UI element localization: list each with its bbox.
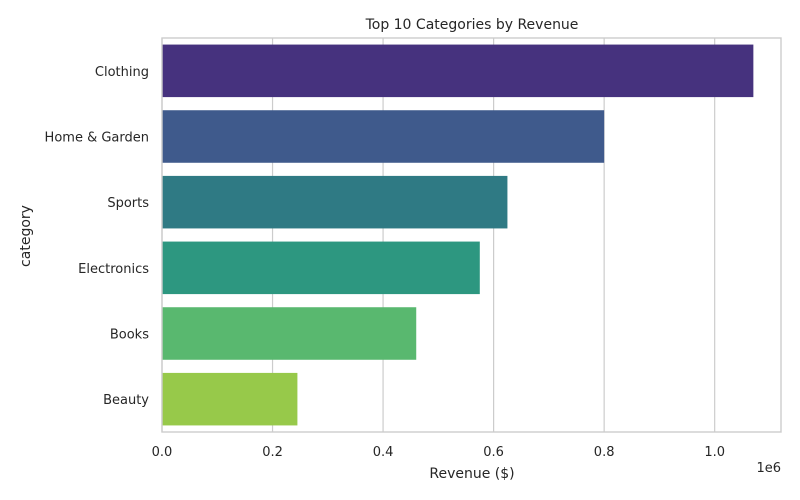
x-tick-label: 1.0 [704, 445, 725, 460]
x-tick-label: 0.0 [152, 445, 173, 460]
bar-electronics [162, 241, 480, 295]
bar-beauty [162, 372, 298, 426]
x-tick-label: 0.4 [373, 445, 394, 460]
bar-clothing [162, 44, 754, 98]
x-tick-label: 0.6 [483, 445, 504, 460]
y-tick-label: Beauty [103, 393, 149, 408]
y-tick-label: Electronics [78, 262, 149, 277]
y-axis-label: category [18, 205, 34, 267]
y-tick-labels: Clothing Home & Garden Sports Electronics Bo… [45, 65, 150, 408]
x-tick-label: 0.2 [262, 445, 283, 460]
x-tick-label: 0.8 [594, 445, 615, 460]
chart-title: Top 10 Categories by Revenue [365, 17, 579, 33]
y-tick-label: Clothing [95, 65, 149, 80]
plot-frame [161, 37, 782, 433]
y-tick-label: Sports [107, 196, 149, 211]
bar-sports [162, 175, 508, 229]
x-axis-label: Revenue ($) [429, 466, 514, 482]
bar-books [162, 307, 417, 360]
bars [162, 44, 754, 426]
x-offset-text: 1e6 [756, 461, 781, 476]
bar-home-garden [162, 110, 605, 163]
y-tick-label: Books [110, 328, 149, 343]
y-tick-label: Home & Garden [45, 131, 149, 146]
x-tick-labels: 0.0 0.2 0.4 0.6 0.8 1.0 [152, 445, 725, 460]
